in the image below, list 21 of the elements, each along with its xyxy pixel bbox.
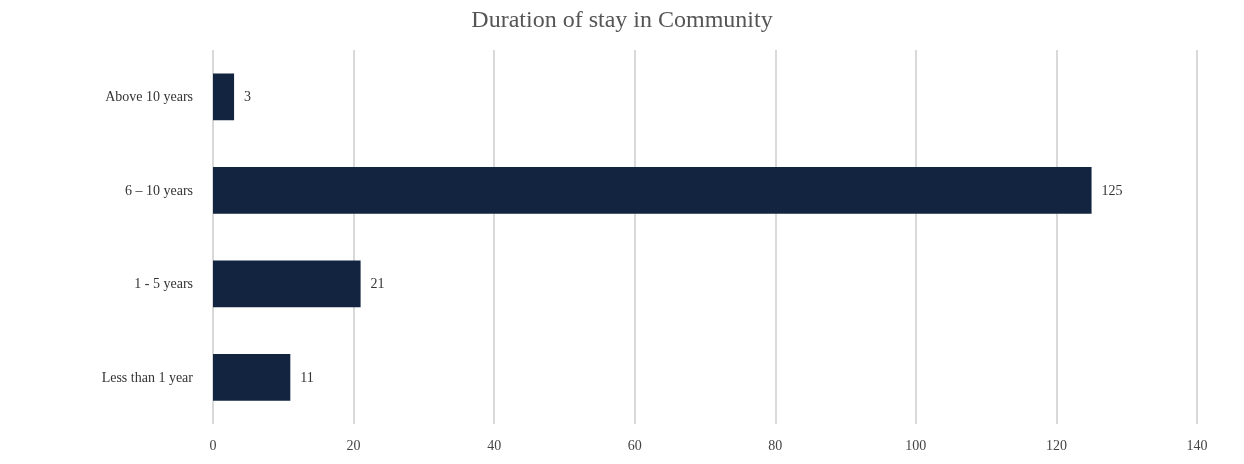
x-tick-label: 20 (346, 437, 361, 453)
x-tick-label: 40 (487, 437, 502, 453)
y-tick-label: 1 - 5 years (134, 276, 193, 292)
bar (213, 166, 1092, 214)
y-tick-label: Less than 1 year (101, 369, 194, 385)
x-tick-label: 100 (905, 437, 927, 453)
bar (213, 260, 361, 308)
data-label: 125 (1101, 182, 1123, 198)
data-label: 21 (370, 276, 385, 292)
data-label: 3 (244, 89, 252, 105)
x-tick-label: 120 (1045, 437, 1067, 453)
chart-title: Duration of stay in Community (471, 6, 773, 32)
data-label: 11 (300, 369, 314, 385)
x-tick-label: 140 (1186, 437, 1208, 453)
x-tick-label: 80 (768, 437, 783, 453)
y-tick-label: 6 – 10 years (124, 182, 193, 198)
bar (213, 353, 291, 401)
x-tick-label: 0 (209, 437, 217, 453)
y-tick-label: Above 10 years (105, 89, 193, 105)
bar (213, 73, 235, 121)
x-tick-label: 60 (627, 437, 642, 453)
